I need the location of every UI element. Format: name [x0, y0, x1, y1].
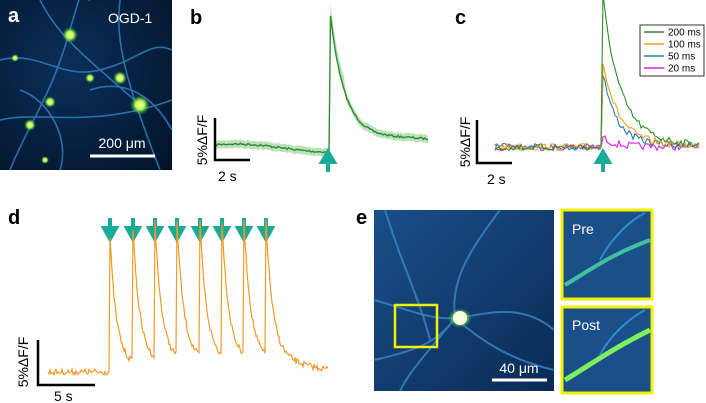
panel-a-image — [0, 0, 173, 171]
trace — [494, 0, 700, 152]
trace — [47, 219, 329, 377]
stimulus-arrows — [100, 218, 276, 244]
legend-label: 100 ms — [668, 40, 701, 51]
scale-bar — [213, 118, 250, 162]
panel-label: b — [190, 7, 202, 29]
panel-label: d — [8, 207, 20, 229]
trace — [494, 63, 700, 152]
panel-label: a — [8, 5, 20, 27]
legend-label: 50 ms — [668, 52, 695, 63]
y-scale-label: 5%ΔF/F — [194, 115, 210, 166]
stimulus-arrow — [100, 218, 120, 244]
x-scale-label: 5 s — [54, 388, 73, 403]
inset-label: Post — [572, 317, 600, 333]
panel-label: c — [455, 7, 466, 29]
scale-bar — [36, 340, 95, 387]
scale-bar-label: 200 μm — [99, 135, 146, 151]
panel-label: e — [356, 207, 367, 229]
inset-label: Pre — [572, 221, 594, 237]
stimulus-arrow — [593, 148, 613, 172]
sem-band — [215, 3, 428, 157]
y-scale-label: 5%ΔF/F — [15, 337, 31, 388]
mean-trace — [214, 15, 429, 154]
stimulus-arrow — [123, 218, 143, 244]
x-scale-label: 2 s — [487, 171, 506, 187]
scale-bar-label: 40 μm — [499, 360, 538, 376]
traces — [494, 0, 700, 152]
annotation: OGD-1 — [108, 10, 153, 26]
scale-bar — [475, 120, 512, 165]
y-scale-label: 5%ΔF/F — [457, 117, 473, 168]
stimulus-arrow — [318, 148, 338, 172]
panel-e-image — [373, 208, 654, 395]
trace — [47, 219, 329, 377]
x-scale-label: 2 s — [218, 168, 237, 184]
trace — [214, 3, 429, 157]
legend-label: 200 ms — [668, 28, 701, 39]
legend-label: 20 ms — [668, 64, 695, 75]
